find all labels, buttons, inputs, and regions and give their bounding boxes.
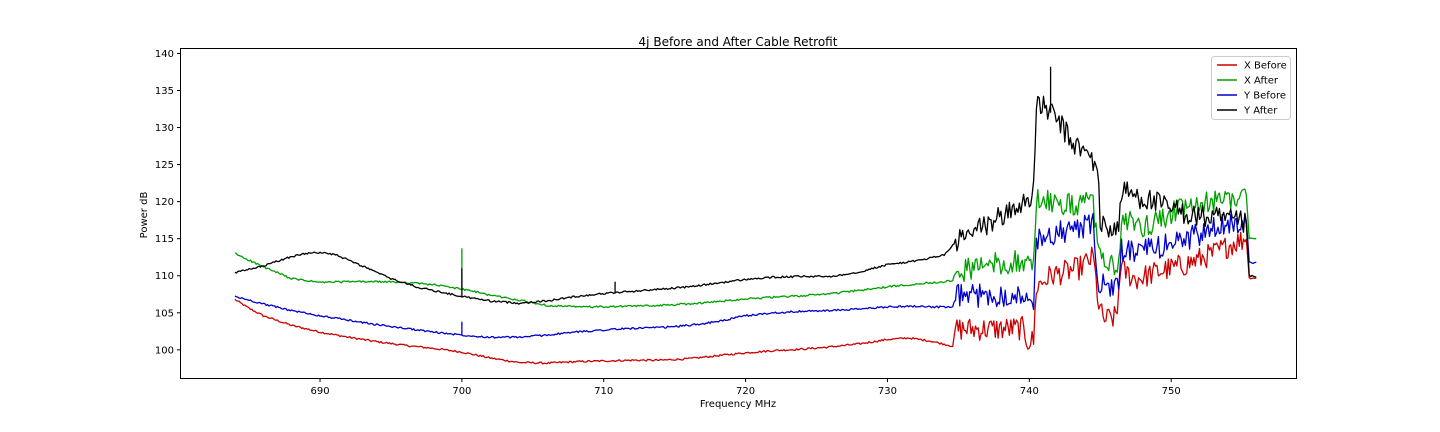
legend-label: Y After xyxy=(1243,106,1278,117)
y-tick-label: 130 xyxy=(155,123,174,134)
plot-frame xyxy=(180,48,1297,379)
series-line-x-after xyxy=(234,188,1257,309)
y-tick-label: 120 xyxy=(155,197,174,208)
y-tick-label: 115 xyxy=(155,234,174,245)
y-tick-label: 105 xyxy=(155,308,174,319)
x-tick-label: 690 xyxy=(310,386,329,397)
chart-title: 4j Before and After Cable Retrofit xyxy=(639,35,838,49)
legend-label: X Before xyxy=(1244,61,1287,72)
x-tick-label: 740 xyxy=(1020,386,1039,397)
series-line-y-before xyxy=(234,212,1257,339)
series-line-x-before xyxy=(234,231,1257,365)
y-tick-label: 125 xyxy=(155,160,174,171)
x-tick-label: 700 xyxy=(452,386,471,397)
y-tick-label: 135 xyxy=(155,86,174,97)
y-axis-label: Power dB xyxy=(139,192,150,239)
y-tick-label: 110 xyxy=(155,271,174,282)
series-layer xyxy=(234,66,1257,365)
legend-box xyxy=(1211,56,1291,120)
y-tick-label: 140 xyxy=(155,49,174,60)
x-axis-label: Frequency MHz xyxy=(700,399,776,410)
legend-label: X After xyxy=(1244,76,1279,87)
x-tick-label: 730 xyxy=(878,386,897,397)
x-tick-label: 720 xyxy=(736,386,755,397)
legend-label: Y Before xyxy=(1243,91,1286,102)
series-line-y-after xyxy=(234,95,1257,305)
legend: X Before X After Y Before Y After xyxy=(1211,56,1291,120)
x-axis: 690 700 710 720 730 740 750 xyxy=(310,378,1181,397)
y-axis: 100 105 110 115 120 125 130 135 140 xyxy=(155,49,181,356)
y-tick-label: 100 xyxy=(155,345,174,356)
x-tick-label: 750 xyxy=(1162,386,1181,397)
x-tick-label: 710 xyxy=(594,386,613,397)
plot-area: 690 700 710 720 730 740 750 100 105 110 115 120 125… xyxy=(155,48,1297,397)
